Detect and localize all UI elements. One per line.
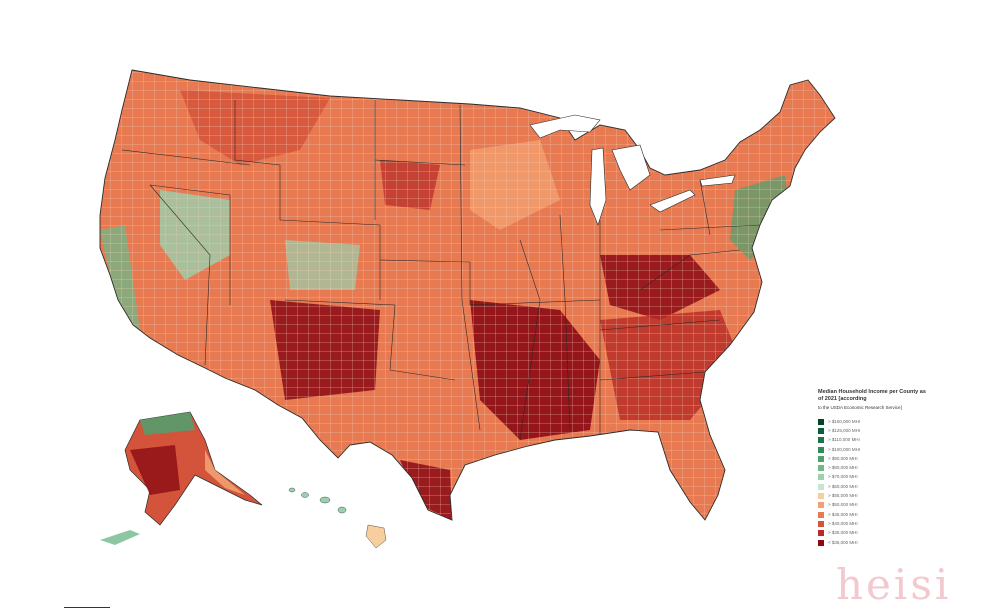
- legend-label: > $110,000 MHI: [828, 437, 860, 443]
- lake-huron: [611, 144, 651, 191]
- legend-label: > $45,000 MHI: [828, 511, 858, 517]
- alaska-west-dark: [130, 445, 180, 495]
- legend-item: > $50,000 MHI: [818, 501, 928, 510]
- legend-label: > $70,000 MHI: [828, 474, 858, 480]
- legend-label: > $100,000 MHI: [828, 446, 861, 452]
- legend-item: > $55,000 MHI: [818, 491, 928, 500]
- legend-item: > $45,000 MHI: [818, 510, 928, 519]
- legend-title: Median Household Income per County as of…: [818, 389, 926, 402]
- legend-label: > $125,000 MHI: [828, 427, 861, 433]
- legend-label: > $50,000 MHI: [828, 502, 858, 508]
- legend-label: > $90,000 MHI: [828, 455, 858, 461]
- legend-label: < $35,000 MHI: [828, 539, 858, 545]
- legend-subtitle: to the USDA Economic Research Service]: [818, 405, 902, 410]
- legend-swatch: [818, 493, 824, 500]
- legend-item: < $35,000 MHI: [818, 538, 928, 547]
- legend-swatch: [818, 520, 824, 527]
- legend-item: > $100,000 MHI: [818, 445, 928, 454]
- legend-item: > $110,000 MHI: [818, 436, 928, 445]
- legend-entries: > $150,000 MHI > $125,000 MHI > $110,000 M…: [818, 417, 928, 547]
- legend-item: > $90,000 MHI: [818, 454, 928, 463]
- legend-label: > $35,000 MHI: [828, 530, 858, 536]
- lake-superior: [529, 114, 601, 139]
- legend-swatch: [818, 446, 824, 453]
- legend-item: > $150,000 MHI: [818, 417, 928, 426]
- legend-swatch: [818, 530, 824, 537]
- legend-swatch: [818, 418, 824, 425]
- legend-swatch: [818, 502, 824, 509]
- alaska-southeast-light: [205, 450, 245, 495]
- legend-label: > $80,000 MHI: [828, 465, 858, 471]
- legend-label: > $40,000 MHI: [828, 520, 858, 526]
- great-lakes: [529, 114, 736, 226]
- alaska-north-green: [140, 412, 195, 435]
- legend-label: > $60,000 MHI: [828, 483, 858, 489]
- scale-bar: [64, 607, 110, 610]
- lake-ontario: [699, 174, 736, 187]
- legend-swatch: [818, 511, 824, 518]
- watermark: heisi: [836, 560, 952, 609]
- alaska-counties: [100, 411, 263, 545]
- legend-swatch: [818, 465, 824, 472]
- legend-swatch: [818, 437, 824, 444]
- income-legend: Median Household Income per County as of…: [818, 389, 928, 547]
- legend-label: > $55,000 MHI: [828, 493, 858, 499]
- legend-label: > $150,000 MHI: [828, 418, 861, 424]
- legend-swatch: [818, 474, 824, 481]
- hawaii-counties: [288, 487, 387, 549]
- legend-item: > $80,000 MHI: [818, 463, 928, 472]
- legend-item: > $40,000 MHI: [818, 519, 928, 528]
- legend-item: > $35,000 MHI: [818, 529, 928, 538]
- legend-item: > $60,000 MHI: [818, 482, 928, 491]
- legend-swatch: [818, 427, 824, 434]
- lake-michigan: [589, 147, 607, 226]
- legend-swatch: [818, 539, 824, 546]
- legend-swatch: [818, 455, 824, 462]
- state-borders: [121, 100, 761, 441]
- legend-item: > $125,000 MHI: [818, 426, 928, 435]
- lake-erie: [649, 189, 696, 213]
- legend-swatch: [818, 483, 824, 490]
- legend-item: > $70,000 MHI: [818, 473, 928, 482]
